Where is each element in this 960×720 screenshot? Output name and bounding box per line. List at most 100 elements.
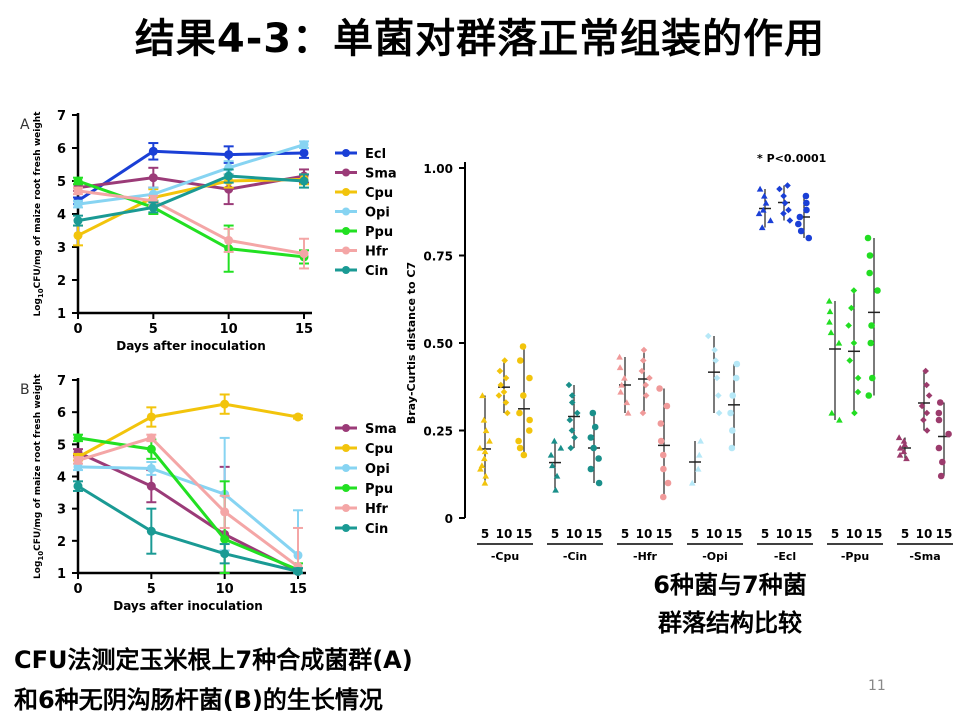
- day-tick-label: 15: [586, 527, 603, 541]
- data-point: [486, 437, 493, 444]
- group-label: -Cpu: [491, 550, 519, 563]
- data-point: [515, 437, 522, 445]
- legend-label: Opi: [365, 206, 390, 221]
- data-point: [939, 458, 946, 466]
- y-tick-label: 0: [445, 512, 453, 526]
- data-point: [803, 199, 810, 207]
- data-point: [146, 463, 156, 473]
- data-point: [694, 465, 702, 472]
- series-line-cpu: [77, 402, 299, 459]
- data-point: [293, 566, 303, 576]
- data-point: [727, 409, 734, 417]
- data-point: [551, 437, 558, 444]
- data-point: [495, 392, 503, 399]
- data-point: [846, 357, 854, 364]
- y-tick-label: 3: [57, 503, 66, 518]
- data-point: [828, 409, 836, 416]
- data-point: [504, 409, 511, 417]
- data-point: [481, 479, 489, 486]
- series-line-opi: [77, 143, 305, 206]
- data-point: [896, 451, 904, 458]
- data-point: [802, 192, 810, 200]
- y-tick-label: 7: [57, 374, 66, 389]
- data-point: [617, 388, 624, 395]
- data-point: [900, 437, 908, 444]
- data-point: [901, 441, 909, 448]
- bray-curtis-scatter: 0 0.25 0.50 0.75 1.00 Bray-Curtis distance to…: [405, 152, 953, 563]
- data-point: [935, 444, 943, 452]
- data-point: [299, 148, 309, 158]
- data-point: [587, 465, 595, 473]
- legend-label: Sma: [365, 422, 397, 437]
- x-tick-label: 10: [220, 322, 238, 337]
- day-tick-label: 5: [481, 527, 489, 541]
- data-point: [479, 392, 486, 399]
- data-point: [827, 329, 835, 336]
- y-axis-label: Bray-Curtis distance to C7: [405, 262, 418, 424]
- data-point: [480, 416, 488, 423]
- data-point: [729, 392, 737, 399]
- series-line-hfr: [77, 436, 299, 568]
- data-point: [865, 392, 873, 399]
- day-tick-label: 10: [496, 527, 513, 541]
- x-tick-label: 5: [147, 582, 156, 597]
- data-point: [756, 185, 764, 192]
- group-label: -Sma: [909, 550, 940, 563]
- caption-a: CFU法测定玉米根上7种合成菌群(A) 和6种无阴沟肠杆菌(B)的生长情况: [14, 640, 413, 720]
- data-point: [657, 437, 665, 445]
- data-point: [845, 322, 852, 329]
- data-point: [728, 427, 736, 434]
- legend-label: Hfr: [365, 245, 389, 260]
- data-point: [900, 448, 908, 455]
- data-point: [780, 210, 787, 217]
- x-tick-label: 0: [73, 322, 82, 337]
- data-point: [146, 444, 156, 454]
- day-tick-label: 15: [936, 527, 953, 541]
- series-line-ppu: [77, 179, 305, 259]
- data-point: [825, 297, 833, 304]
- y-tick-label: 1: [57, 567, 66, 582]
- data-point: [516, 444, 524, 452]
- day-tick-label: 15: [516, 527, 533, 541]
- x-axis-label: Days after inoculation: [116, 339, 266, 353]
- group-label: -Ppu: [841, 550, 869, 563]
- data-point: [478, 462, 486, 469]
- slide-title: 结果4-3：单菌对群落正常组装的作用: [134, 16, 826, 62]
- data-point: [73, 176, 83, 186]
- data-point: [73, 199, 83, 209]
- series-line-sma: [77, 174, 305, 191]
- data-point: [935, 409, 943, 417]
- legend-label: Cin: [365, 522, 388, 537]
- data-point: [646, 374, 653, 382]
- y-tick-label: 0.25: [423, 425, 453, 439]
- day-tick-label: 10: [706, 527, 723, 541]
- data-point: [639, 409, 647, 417]
- data-point: [826, 318, 833, 325]
- data-point: [623, 399, 631, 406]
- data-point: [866, 252, 874, 259]
- significance-annotation: * P<0.0001: [757, 152, 826, 165]
- data-point: [805, 234, 813, 242]
- data-point: [566, 416, 574, 424]
- legend-label: Hfr: [365, 502, 389, 517]
- legend-marker: [342, 504, 350, 512]
- data-point: [733, 360, 741, 368]
- data-point: [567, 444, 575, 452]
- data-point: [220, 534, 230, 544]
- data-point: [688, 479, 696, 486]
- legend-marker: [342, 168, 350, 177]
- data-point: [482, 427, 490, 434]
- data-point: [220, 399, 230, 409]
- legend-marker: [342, 149, 350, 157]
- data-point: [696, 451, 703, 458]
- data-point: [851, 409, 858, 417]
- data-point: [945, 430, 952, 438]
- y-tick-label: 5: [57, 438, 66, 453]
- data-point: [595, 479, 603, 487]
- series-line-opi: [77, 465, 299, 557]
- caption-b-line1: 6种菌与7种菌: [653, 571, 807, 599]
- legend-marker: [342, 524, 350, 532]
- legend-label: Ppu: [365, 225, 393, 240]
- data-point: [525, 427, 533, 434]
- data-point: [616, 353, 623, 360]
